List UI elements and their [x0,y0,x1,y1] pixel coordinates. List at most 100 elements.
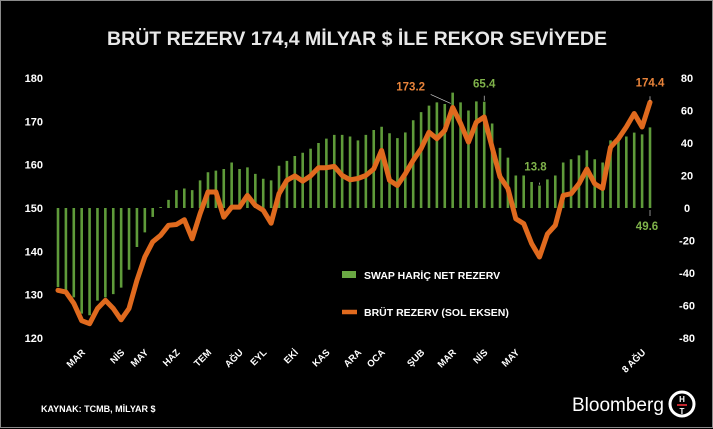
bar [261,178,265,208]
x-axis-month-label: KAS [311,347,333,369]
bar [104,208,107,298]
bar [561,162,565,208]
x-axis-month-label: EYL [248,347,269,368]
left-axis-tick: 140 [25,246,43,258]
bar [135,208,139,247]
bar [427,105,431,208]
x-axis-month-label: MAR [436,347,459,370]
bar [364,134,368,208]
right-axis-tick: 0 [684,203,690,215]
right-axis-tick: 80 [681,73,693,85]
x-axis-month-label: NİS [471,347,490,366]
bar [96,208,99,301]
x-axis-month-label: MAY [500,347,523,370]
bar [269,180,273,208]
x-axis-month-label: ARA [342,347,364,369]
bar [538,185,541,208]
bar [80,208,83,314]
brand-logo: Bloomberg H T [572,390,696,418]
data-label: 13.8 [524,162,547,174]
bar [111,208,115,295]
bar [396,138,399,208]
data-label: 173.2 [396,81,425,93]
bar [293,156,297,208]
x-axis-month-label: 8 AĞU [619,347,648,376]
data-label: 49.6 [636,221,658,233]
bar [159,207,162,208]
svg-text:T: T [680,407,685,416]
bar [553,175,557,208]
bar [585,150,589,208]
legend-label-net-reserve: SWAP HARİÇ NET REZERV [364,269,500,282]
bar [435,102,439,208]
bar [380,126,383,208]
bar [238,169,241,208]
legend-label-gross-reserve: BRÜT REZERV (SOL EKSEN) [364,306,509,319]
x-axis-month-label: HAZ [161,347,183,369]
bar [325,138,328,208]
left-axis-tick: 180 [25,73,43,85]
x-axis-month-label: MAR [65,347,88,370]
bar [198,180,202,208]
bar [419,112,423,208]
bar [522,175,526,208]
ht-logo-icon [668,390,696,418]
x-axis-month-label: EKİ [282,347,301,366]
x-axis-month-label: NİS [108,347,127,366]
bar [151,208,155,217]
x-axis-month-label: AĞU [222,347,246,371]
left-axis-tick: 120 [25,333,43,345]
gross-reserve-line [55,99,653,327]
svg-text:H: H [679,395,685,404]
legend-swatch-net-reserve [342,271,356,278]
right-axis-tick: 60 [681,106,693,118]
bar [348,136,352,208]
bar [167,199,170,208]
bar [443,104,447,208]
data-label: 65.4 [473,79,496,91]
bar [214,170,218,208]
bar [175,190,178,208]
right-axis-tick: -60 [679,301,695,313]
bar [222,169,226,208]
bar [56,208,60,287]
right-axis-tick: -40 [679,268,695,280]
bar [648,127,652,208]
right-axis-tick: 20 [681,171,693,183]
left-axis-tick: 170 [25,116,43,128]
bar [119,208,123,288]
left-axis-tick: 130 [25,290,43,302]
bar [482,101,486,208]
bar [514,175,518,208]
bar [530,182,533,208]
annotation-leader [430,94,451,104]
bar [546,179,549,208]
bar [617,139,620,208]
bar [506,157,510,208]
bar [340,134,344,208]
bar [640,134,644,208]
bar [459,102,462,208]
x-axis-month-label: TEM [192,347,214,369]
bar [475,101,478,208]
bar [632,132,636,208]
bar [467,110,470,208]
bar [88,208,91,316]
right-axis-tick: 40 [681,138,693,150]
right-axis-tick: -80 [679,333,695,345]
x-axis-month-label: OCA [365,347,388,370]
right-axis-tick: -20 [679,236,695,248]
bar [246,167,249,208]
bar [127,208,131,270]
bar [569,159,573,208]
left-axis-tick: 150 [25,203,43,215]
bar [609,140,612,208]
bar [72,208,76,298]
bar [451,92,454,208]
brand-name: Bloomberg [572,395,664,416]
bar [230,162,233,208]
bar [625,136,628,208]
data-label: 174.4 [636,77,665,89]
